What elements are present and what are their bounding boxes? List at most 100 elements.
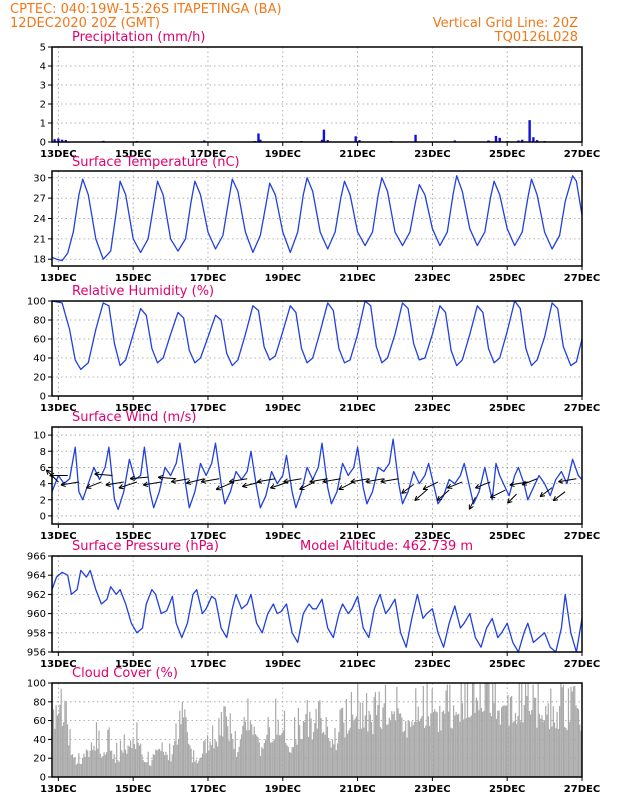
- cloud-bar: [243, 716, 245, 777]
- panel-1: Precipitation (mm/h) 13DEC 15DEC 17DEC 19DEC…: [40, 30, 601, 160]
- y-tick-label: 100: [27, 679, 46, 690]
- cloud-bar: [349, 727, 351, 777]
- cloud-bar: [156, 750, 158, 777]
- cloud-bar: [283, 710, 286, 777]
- cloud-bar: [468, 717, 470, 777]
- wind-vector: [539, 487, 553, 498]
- y-tick-label: 20: [33, 373, 46, 384]
- cloud-bar: [97, 748, 99, 777]
- cloud-bar: [254, 734, 257, 777]
- wind-vector: [186, 478, 205, 484]
- cloud-bar: [266, 734, 268, 777]
- cloud-bar: [532, 684, 534, 777]
- cloud-bar: [341, 707, 344, 777]
- wind-arrowhead: [170, 478, 177, 484]
- cloud-bar: [102, 755, 104, 777]
- wind-vector: [309, 478, 328, 483]
- cloud-bar: [338, 732, 340, 777]
- cloud-bar: [551, 726, 553, 777]
- wind-arrowhead: [414, 495, 420, 502]
- wind-vector: [552, 491, 566, 502]
- cloud-bar: [155, 749, 157, 777]
- x-tick-label: 15DEC: [115, 273, 151, 284]
- cloud-bar: [383, 703, 385, 777]
- wind-arrowhead: [322, 478, 328, 484]
- y-tick-label: 0: [40, 392, 46, 403]
- y-tick-label: 4: [40, 479, 46, 490]
- cloud-bar: [305, 714, 307, 777]
- cloud-bar: [373, 697, 375, 777]
- series-line: [51, 569, 583, 653]
- cloud-bar: [453, 705, 455, 777]
- cloud-bar: [379, 727, 382, 777]
- cloud-bar: [485, 683, 488, 777]
- cloud-bar: [407, 720, 409, 777]
- y-tick-label: 962: [27, 590, 46, 601]
- cloud-bar: [492, 683, 494, 777]
- cloud-bar: [436, 712, 438, 777]
- cloud-bar: [223, 706, 225, 777]
- cloud-bar: [381, 728, 383, 777]
- cloud-bar: [430, 713, 432, 777]
- precip-bar: [520, 139, 524, 142]
- y-tick-label: 24: [33, 214, 46, 225]
- x-tick-label: 13DEC: [40, 659, 76, 670]
- y-tick-label: 960: [27, 609, 46, 620]
- wind-arrowhead: [299, 485, 305, 491]
- cloud-bar: [275, 698, 277, 777]
- cloud-bar: [344, 737, 346, 777]
- cloud-bar: [565, 727, 567, 777]
- cloud-bar: [372, 734, 374, 777]
- precip-bar: [53, 139, 56, 142]
- y-tick-label: 100: [27, 297, 46, 308]
- cloud-bar: [328, 737, 330, 777]
- cloud-bar: [142, 760, 144, 777]
- cloud-bar: [63, 722, 65, 777]
- cloud-bar: [511, 696, 513, 777]
- cloud-bar: [386, 724, 388, 777]
- precip-bar: [453, 140, 457, 142]
- wind-arrowhead: [436, 495, 443, 502]
- x-tick-label: 23DEC: [414, 531, 450, 542]
- cloud-bar: [307, 736, 310, 777]
- cloud-bar: [219, 735, 221, 777]
- cloud-bar: [424, 728, 426, 777]
- wind-arrowhead: [60, 481, 66, 487]
- cloud-bar: [59, 704, 61, 777]
- cloud-bar: [483, 710, 485, 777]
- cloud-bar: [439, 705, 441, 777]
- cloud-bar: [295, 739, 297, 777]
- cloud-bar: [535, 697, 537, 777]
- cloud-bar: [400, 713, 402, 777]
- cloud-bar: [268, 727, 270, 777]
- header-location: CPTEC: 040:19W-15:26S ITAPETINGA (BA): [10, 2, 282, 17]
- y-tick-label: 21: [33, 234, 46, 245]
- cloud-bar: [495, 719, 498, 777]
- cloud-bar: [513, 720, 515, 777]
- cloud-bar: [172, 745, 175, 777]
- precip-bar: [57, 138, 60, 142]
- cloud-bar: [465, 718, 467, 777]
- wind-vector: [105, 481, 124, 486]
- cloud-bar: [196, 763, 199, 777]
- cloud-bar: [208, 750, 210, 777]
- wind-arrowhead: [242, 482, 248, 489]
- wind-vector: [558, 478, 577, 483]
- cloud-bar: [137, 742, 139, 777]
- wind-vector: [60, 481, 80, 486]
- cloud-bar: [109, 750, 111, 777]
- cloud-bar: [489, 712, 491, 777]
- cloud-bar: [157, 749, 159, 777]
- cloud-bar: [257, 737, 259, 777]
- x-tick-label: 21DEC: [339, 784, 375, 795]
- cloud-bar: [561, 687, 563, 777]
- cloud-bar: [528, 710, 530, 777]
- x-tick-label: 25DEC: [489, 403, 525, 414]
- cloud-bar: [541, 715, 543, 777]
- cloud-bar: [297, 707, 300, 777]
- cloud-bar: [503, 705, 505, 777]
- y-tick-label: 0: [40, 511, 46, 522]
- cloud-bar: [291, 747, 293, 777]
- cloud-bar: [470, 715, 472, 777]
- cloud-bar: [180, 724, 182, 777]
